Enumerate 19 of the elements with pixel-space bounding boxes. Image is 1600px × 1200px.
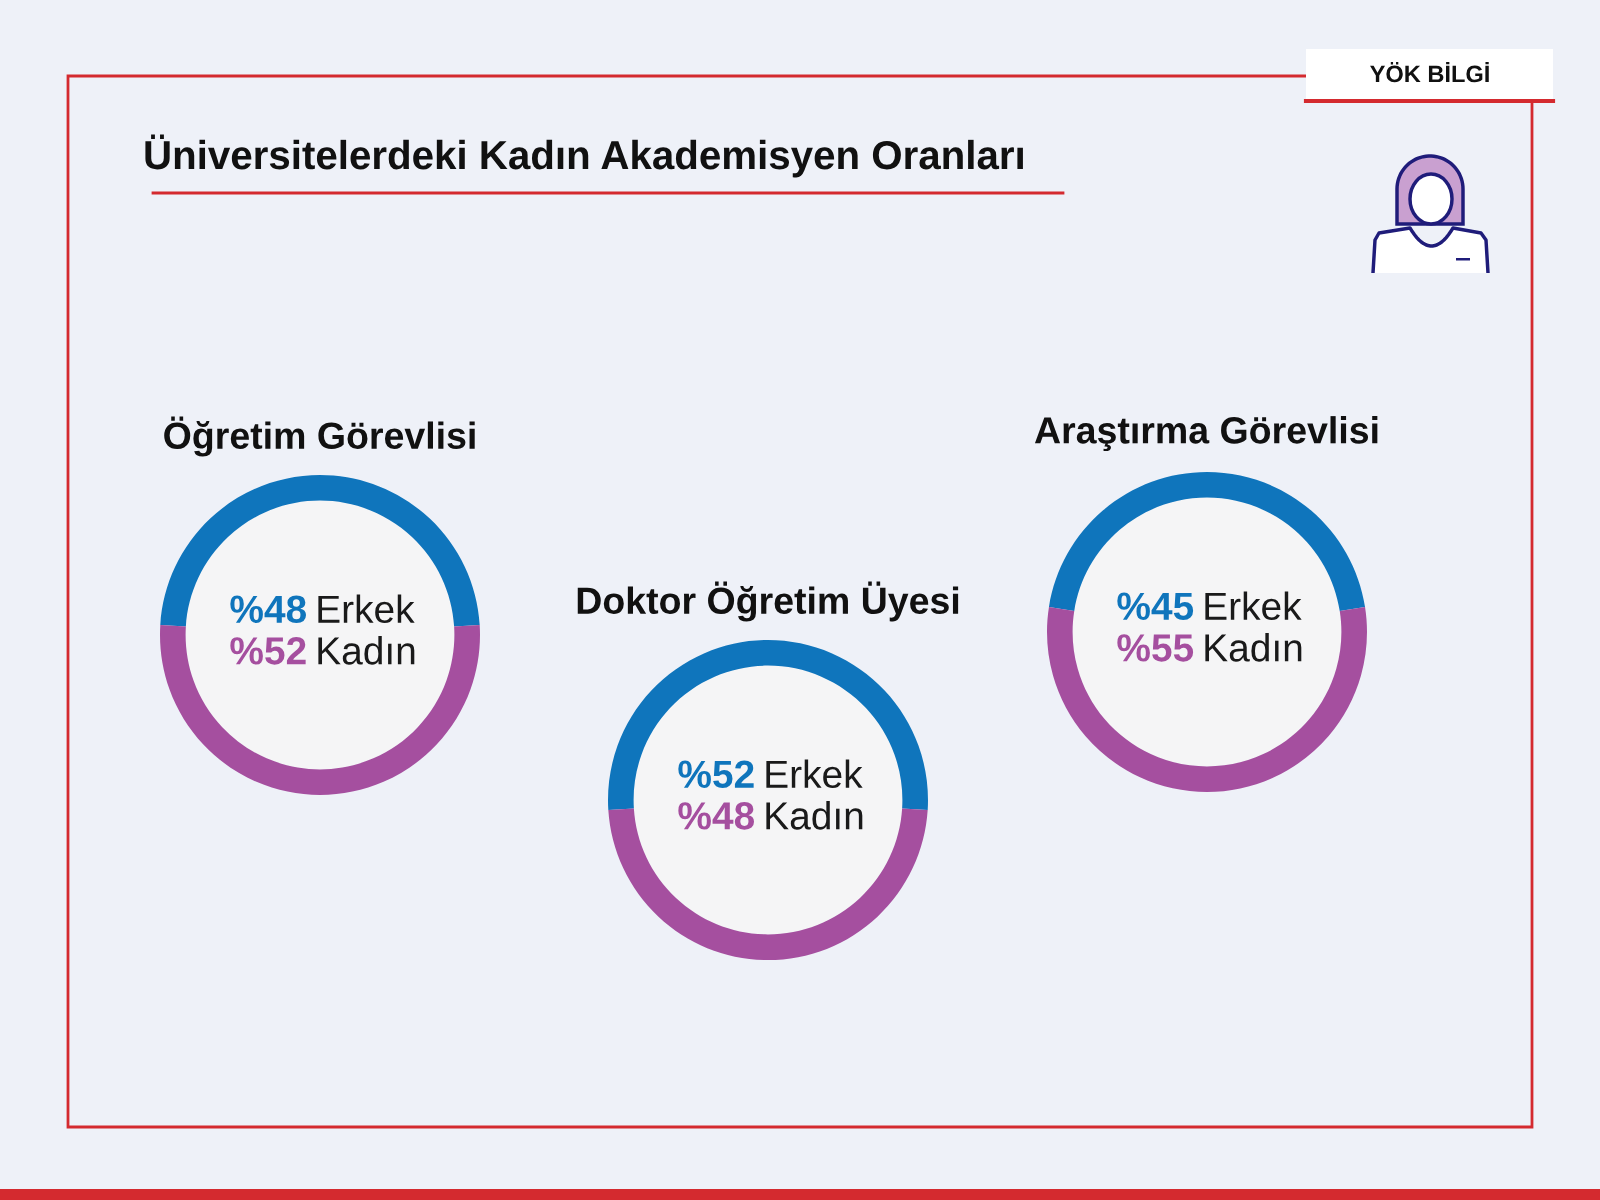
data-label: %45 [1117, 592, 1194, 621]
donut-slice [160, 624, 480, 795]
data-label: %52 [678, 760, 754, 789]
slice-label: Kadın [766, 801, 863, 830]
slice-label: Kadın [318, 636, 415, 665]
data-label: %48 [230, 595, 307, 624]
data-label: %52 [230, 637, 306, 665]
donut-slice [160, 475, 480, 627]
chart-title: Öğretim Görevlisi [164, 416, 475, 457]
text: YÖK BİLGİ [1370, 61, 1489, 83]
chart-title: Araştırma Görevlisi [1034, 416, 1378, 452]
text: Üniversitelerdeki Kadın Akademisyen Oranları [145, 134, 1023, 178]
data-label: %48 [678, 802, 755, 830]
chart-title: Doktor Öğretim Üyesi [577, 581, 959, 622]
slice-label: Kadın [1205, 633, 1302, 662]
slice-label: Erkek [1205, 591, 1302, 621]
data-label: %55 [1117, 634, 1194, 662]
slice-label: Erkek [766, 759, 863, 789]
slice-label: Erkek [318, 594, 415, 624]
